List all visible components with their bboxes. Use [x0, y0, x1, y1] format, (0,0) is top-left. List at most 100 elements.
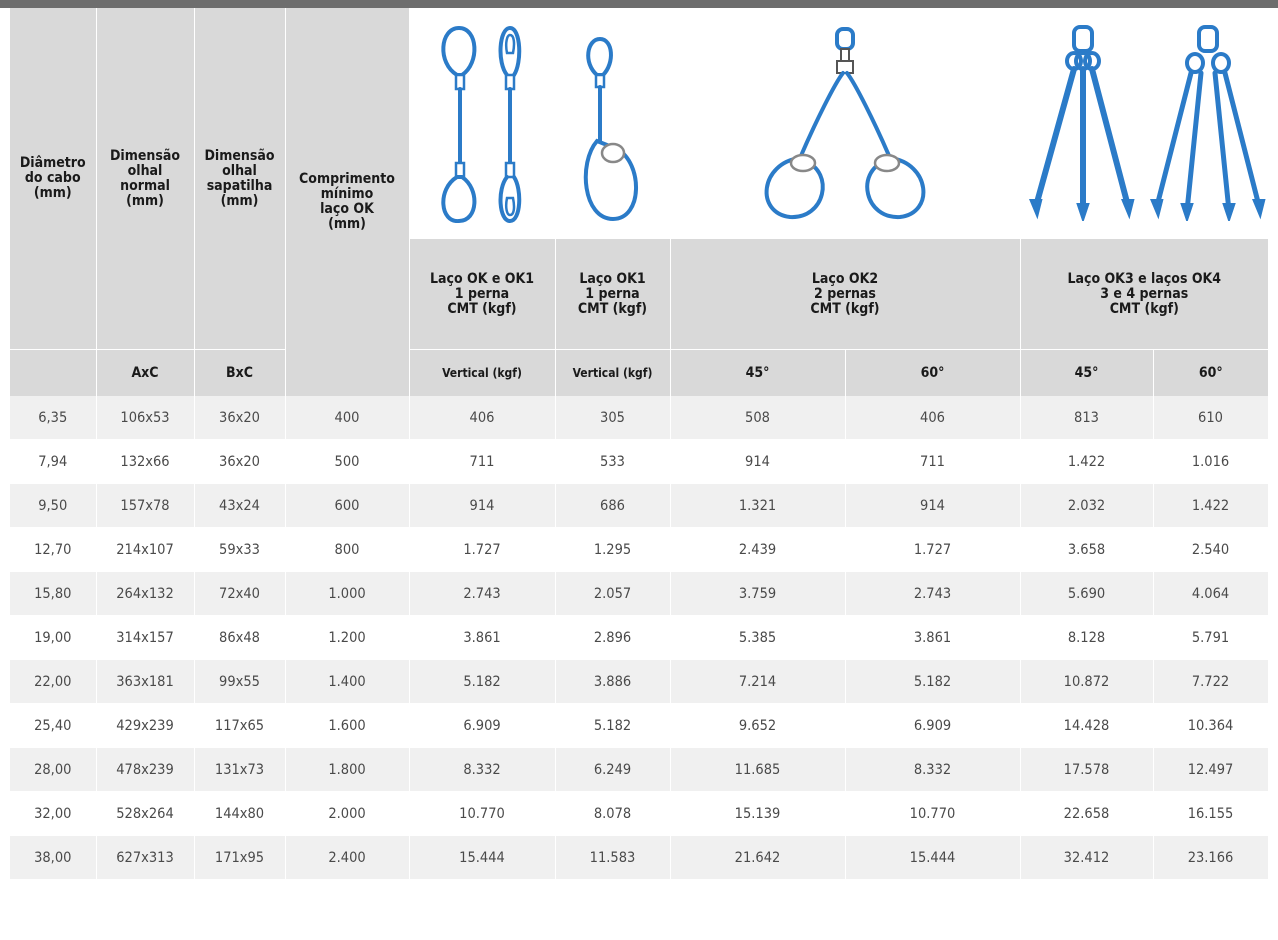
- cell-ok2-60: 914: [845, 483, 1021, 528]
- cell-ok1-vertical: 6.249: [555, 747, 671, 792]
- table-row: 7,94 132x66 36x20 500 711 533 914 711 1.422 1.016: [10, 439, 1269, 484]
- header-ok2-60: 60°: [845, 349, 1021, 396]
- cell-eye-normal: 627x313: [96, 835, 195, 880]
- header-bxc: BxC: [194, 349, 286, 396]
- header-ok34-45: 45°: [1020, 349, 1154, 396]
- cell-ok2-45: 5.385: [670, 615, 846, 660]
- cell-ok1-vertical: 1.295: [555, 527, 671, 572]
- cell-ok-vertical: 1.727: [409, 527, 556, 572]
- cell-ok34-45: 17.578: [1020, 747, 1154, 792]
- cell-ok34-45: 32.412: [1020, 835, 1154, 880]
- sling-ok-image: [409, 8, 556, 239]
- cell-diameter: 28,00: [10, 747, 97, 792]
- table-row: 15,80 264x132 72x40 1.000 2.743 2.057 3.759 2.7…: [10, 571, 1269, 616]
- cell-min-length: 800: [285, 527, 410, 572]
- cell-ok34-60: 4.064: [1153, 571, 1269, 616]
- cell-eye-thimble: 117x65: [194, 703, 286, 748]
- cell-ok2-60: 5.182: [845, 659, 1021, 704]
- cell-ok34-60: 1.016: [1153, 439, 1269, 484]
- cell-ok2-60: 10.770: [845, 791, 1021, 836]
- cell-eye-thimble: 36x20: [194, 396, 286, 440]
- cell-eye-normal: 478x239: [96, 747, 195, 792]
- cell-min-length: 2.000: [285, 791, 410, 836]
- cell-ok34-45: 5.690: [1020, 571, 1154, 616]
- table-row: 6,35 106x53 36x20 400 406 305 508 406 813 610: [10, 396, 1269, 440]
- cell-eye-normal: 314x157: [96, 615, 195, 660]
- sling-capacity-table: Diâmetro do cabo (mm) Dimensão olhal nor…: [10, 8, 1269, 880]
- cell-diameter: 32,00: [10, 791, 97, 836]
- cell-ok1-vertical: 2.896: [555, 615, 671, 660]
- table-row: 28,00 478x239 131x73 1.800 8.332 6.249 11.685 8…: [10, 747, 1269, 792]
- header-eye-thimble: Dimensão olhal sapatilha (mm): [194, 8, 286, 350]
- header-ok-ok1: Laço OK e OK1 1 perna CMT (kgf): [409, 238, 556, 350]
- cell-eye-normal: 363x181: [96, 659, 195, 704]
- sling-multi-leg-image: [1020, 8, 1269, 239]
- table-row: 9,50 157x78 43x24 600 914 686 1.321 914 2.032 1.4…: [10, 483, 1269, 528]
- cell-eye-normal: 106x53: [96, 396, 195, 440]
- header-ok2-45: 45°: [670, 349, 846, 396]
- table-row: 25,40 429x239 117x65 1.600 6.909 5.182 9.652 6.…: [10, 703, 1269, 748]
- cell-ok34-60: 16.155: [1153, 791, 1269, 836]
- cell-ok1-vertical: 5.182: [555, 703, 671, 748]
- cell-eye-thimble: 59x33: [194, 527, 286, 572]
- sling-ok1-image: [555, 8, 671, 239]
- header-diameter: Diâmetro do cabo (mm): [10, 8, 97, 350]
- cell-diameter: 19,00: [10, 615, 97, 660]
- cell-diameter: 38,00: [10, 835, 97, 880]
- table-row: 22,00 363x181 99x55 1.400 5.182 3.886 7.214 5.1…: [10, 659, 1269, 704]
- cell-ok2-60: 711: [845, 439, 1021, 484]
- cell-eye-thimble: 86x48: [194, 615, 286, 660]
- cell-ok2-60: 8.332: [845, 747, 1021, 792]
- cell-ok-vertical: 914: [409, 483, 556, 528]
- header-vertical-ok: Vertical (kgf): [409, 349, 556, 396]
- header-vertical-ok1: Vertical (kgf): [555, 349, 671, 396]
- cell-min-length: 400: [285, 396, 410, 440]
- cell-eye-thimble: 72x40: [194, 571, 286, 616]
- header-ok3-ok4: Laço OK3 e laços OK4 3 e 4 pernas CMT (k…: [1020, 238, 1269, 350]
- cell-diameter: 15,80: [10, 571, 97, 616]
- cell-eye-thimble: 144x80: [194, 791, 286, 836]
- cell-ok-vertical: 10.770: [409, 791, 556, 836]
- cell-ok2-45: 1.321: [670, 483, 846, 528]
- cell-eye-normal: 264x132: [96, 571, 195, 616]
- sling-ok-icon: [441, 25, 522, 223]
- cell-ok-vertical: 5.182: [409, 659, 556, 704]
- header-axc: AxC: [96, 349, 195, 396]
- cell-ok2-60: 1.727: [845, 527, 1021, 572]
- cell-ok34-60: 12.497: [1153, 747, 1269, 792]
- cell-ok1-vertical: 533: [555, 439, 671, 484]
- cell-ok-vertical: 406: [409, 396, 556, 440]
- cell-ok-vertical: 3.861: [409, 615, 556, 660]
- top-bar: [0, 0, 1278, 8]
- cell-ok-vertical: 711: [409, 439, 556, 484]
- cell-ok2-45: 3.759: [670, 571, 846, 616]
- cell-ok1-vertical: 305: [555, 396, 671, 440]
- cell-min-length: 1.400: [285, 659, 410, 704]
- cell-min-length: 500: [285, 439, 410, 484]
- cell-ok34-45: 2.032: [1020, 483, 1154, 528]
- cell-ok34-45: 14.428: [1020, 703, 1154, 748]
- cell-eye-thimble: 171x95: [194, 835, 286, 880]
- cell-eye-thimble: 99x55: [194, 659, 286, 704]
- cell-ok34-45: 8.128: [1020, 615, 1154, 660]
- cell-diameter: 12,70: [10, 527, 97, 572]
- header-ok1: Laço OK1 1 perna CMT (kgf): [555, 238, 671, 350]
- table-row: 38,00 627x313 171x95 2.400 15.444 11.583 21.64…: [10, 835, 1269, 880]
- cell-min-length: 600: [285, 483, 410, 528]
- cell-eye-thimble: 131x73: [194, 747, 286, 792]
- cell-ok34-60: 2.540: [1153, 527, 1269, 572]
- cell-diameter: 25,40: [10, 703, 97, 748]
- cell-ok2-45: 21.642: [670, 835, 846, 880]
- cell-ok-vertical: 2.743: [409, 571, 556, 616]
- cell-ok34-45: 813: [1020, 396, 1154, 440]
- cell-min-length: 1.200: [285, 615, 410, 660]
- cell-diameter: 7,94: [10, 439, 97, 484]
- sling-ok2-icon: [764, 27, 926, 220]
- cell-ok2-45: 2.439: [670, 527, 846, 572]
- cell-ok2-60: 2.743: [845, 571, 1021, 616]
- cell-ok1-vertical: 11.583: [555, 835, 671, 880]
- header-ok34-60: 60°: [1153, 349, 1269, 396]
- cell-ok2-60: 406: [845, 396, 1021, 440]
- cell-min-length: 1.600: [285, 703, 410, 748]
- sling-ok2-image: [670, 8, 1021, 239]
